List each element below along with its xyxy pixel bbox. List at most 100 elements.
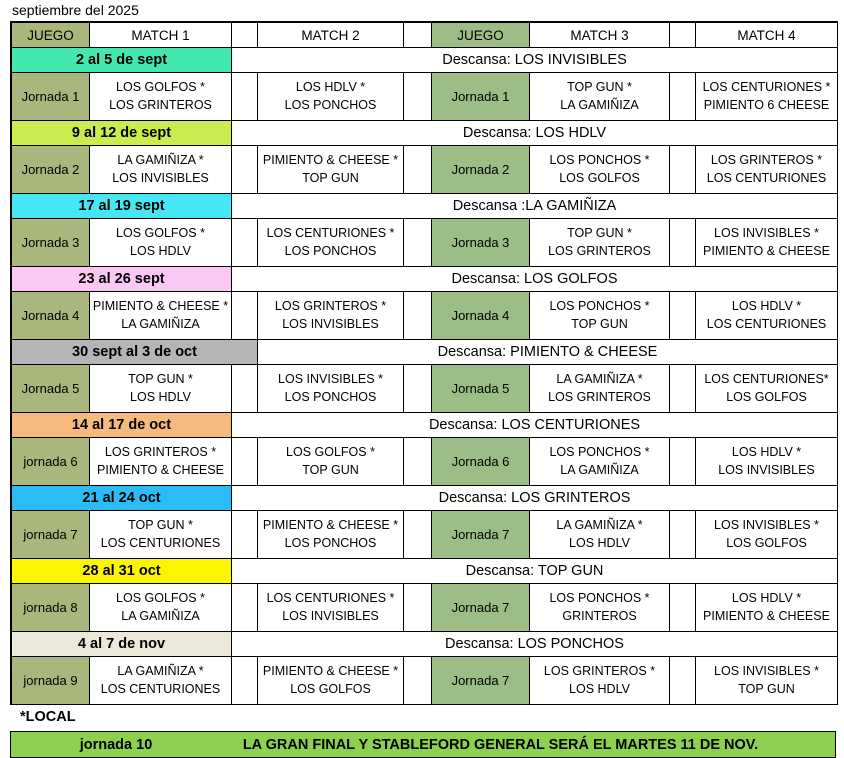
- match4-week7[interactable]: LOS INVISIBLES * LOS GOLFOS: [696, 511, 838, 559]
- jornada-label-left-week9[interactable]: jornada 9: [12, 657, 90, 705]
- header-juego-left[interactable]: JUEGO: [12, 23, 90, 48]
- jornada-label-left-week1[interactable]: Jornada 1: [12, 73, 90, 121]
- match4-week3[interactable]: LOS INVISIBLES * PIMIENTO & CHEESE: [696, 219, 838, 267]
- date-range-week7[interactable]: 21 al 24 oct: [12, 486, 232, 511]
- date-range-week8[interactable]: 28 al 31 oct: [12, 559, 232, 584]
- descansa-week8[interactable]: Descansa: TOP GUN: [232, 559, 838, 584]
- descansa-week5[interactable]: Descansa: PIMIENTO & CHEESE: [258, 340, 838, 365]
- separator-cell[interactable]: [404, 146, 432, 194]
- separator-cell[interactable]: [670, 657, 696, 705]
- match3-week6[interactable]: LOS PONCHOS * LA GAMIÑIZA: [530, 438, 670, 486]
- date-range-week2[interactable]: 9 al 12 de sept: [12, 121, 232, 146]
- match1-week3[interactable]: LOS GOLFOS * LOS HDLV: [90, 219, 232, 267]
- header-separator-3[interactable]: [670, 23, 696, 48]
- match4-week4[interactable]: LOS HDLV * LOS CENTURIONES: [696, 292, 838, 340]
- jornada-label-right-week9[interactable]: Jornada 7: [432, 657, 530, 705]
- header-separator-1[interactable]: [232, 23, 258, 48]
- separator-cell[interactable]: [404, 511, 432, 559]
- header-match2[interactable]: MATCH 2: [258, 23, 404, 48]
- match1-week2[interactable]: LA GAMIÑIZA * LOS INVISIBLES: [90, 146, 232, 194]
- descansa-week2[interactable]: Descansa: LOS HDLV: [232, 121, 838, 146]
- match3-week1[interactable]: TOP GUN * LA GAMIÑIZA: [530, 73, 670, 121]
- separator-cell[interactable]: [232, 292, 258, 340]
- separator-cell[interactable]: [670, 292, 696, 340]
- header-match1[interactable]: MATCH 1: [90, 23, 232, 48]
- separator-cell[interactable]: [232, 73, 258, 121]
- match2-week7[interactable]: PIMIENTO & CHEESE * LOS PONCHOS: [258, 511, 404, 559]
- match4-week2[interactable]: LOS GRINTEROS * LOS CENTURIONES: [696, 146, 838, 194]
- header-separator-2[interactable]: [404, 23, 432, 48]
- separator-cell[interactable]: [232, 438, 258, 486]
- separator-cell[interactable]: [670, 511, 696, 559]
- jornada-label-right-week6[interactable]: Jornada 6: [432, 438, 530, 486]
- descansa-week6[interactable]: Descansa: LOS CENTURIONES: [232, 413, 838, 438]
- jornada-label-left-week2[interactable]: Jornada 2: [12, 146, 90, 194]
- descansa-week1[interactable]: Descansa: LOS INVISIBLES: [232, 48, 838, 73]
- separator-cell[interactable]: [670, 365, 696, 413]
- separator-cell[interactable]: [232, 511, 258, 559]
- jornada-label-right-week8[interactable]: Jornada 7: [432, 584, 530, 632]
- header-juego-right[interactable]: JUEGO: [432, 23, 530, 48]
- separator-cell[interactable]: [232, 219, 258, 267]
- match3-week4[interactable]: LOS PONCHOS * TOP GUN: [530, 292, 670, 340]
- separator-cell[interactable]: [670, 438, 696, 486]
- match1-week5[interactable]: TOP GUN * LOS HDLV: [90, 365, 232, 413]
- separator-cell[interactable]: [670, 219, 696, 267]
- match3-week8[interactable]: LOS PONCHOS * GRINTEROS: [530, 584, 670, 632]
- header-match3[interactable]: MATCH 3: [530, 23, 670, 48]
- jornada-label-right-week3[interactable]: Jornada 3: [432, 219, 530, 267]
- date-range-week4[interactable]: 23 al 26 sept: [12, 267, 232, 292]
- descansa-week3[interactable]: Descansa :LA GAMIÑIZA: [232, 194, 838, 219]
- jornada-label-right-week7[interactable]: Jornada 7: [432, 511, 530, 559]
- separator-cell[interactable]: [670, 146, 696, 194]
- jornada-label-right-week2[interactable]: Jornada 2: [432, 146, 530, 194]
- match1-week9[interactable]: LA GAMIÑIZA * LOS CENTURIONES: [90, 657, 232, 705]
- match1-week7[interactable]: TOP GUN * LOS CENTURIONES: [90, 511, 232, 559]
- jornada-label-left-week5[interactable]: Jornada 5: [12, 365, 90, 413]
- final-banner[interactable]: jornada 10 LA GRAN FINAL Y STABLEFORD GE…: [10, 731, 836, 758]
- date-range-week3[interactable]: 17 al 19 sept: [12, 194, 232, 219]
- descansa-week7[interactable]: Descansa: LOS GRINTEROS: [232, 486, 838, 511]
- match2-week9[interactable]: PIMIENTO & CHEESE * LOS GOLFOS: [258, 657, 404, 705]
- descansa-week9[interactable]: Descansa: LOS PONCHOS: [232, 632, 838, 657]
- match1-week6[interactable]: LOS GRINTEROS * PIMIENTO & CHEESE: [90, 438, 232, 486]
- match2-week5[interactable]: LOS INVISIBLES * LOS PONCHOS: [258, 365, 404, 413]
- match2-week3[interactable]: LOS CENTURIONES * LOS PONCHOS: [258, 219, 404, 267]
- jornada-label-left-week4[interactable]: Jornada 4: [12, 292, 90, 340]
- separator-cell[interactable]: [404, 292, 432, 340]
- jornada-label-right-week4[interactable]: Jornada 4: [432, 292, 530, 340]
- separator-cell[interactable]: [404, 219, 432, 267]
- jornada-label-left-week6[interactable]: jornada 6: [12, 438, 90, 486]
- descansa-week4[interactable]: Descansa: LOS GOLFOS: [232, 267, 838, 292]
- match4-week9[interactable]: LOS INVISIBLES * TOP GUN: [696, 657, 838, 705]
- match1-week1[interactable]: LOS GOLFOS * LOS GRINTEROS: [90, 73, 232, 121]
- separator-cell[interactable]: [404, 584, 432, 632]
- separator-cell[interactable]: [232, 584, 258, 632]
- date-range-week1[interactable]: 2 al 5 de sept: [12, 48, 232, 73]
- jornada-label-right-week1[interactable]: Jornada 1: [432, 73, 530, 121]
- header-match4[interactable]: MATCH 4: [696, 23, 838, 48]
- match3-week7[interactable]: LA GAMIÑIZA * LOS HDLV: [530, 511, 670, 559]
- match4-week6[interactable]: LOS HDLV * LOS INVISIBLES: [696, 438, 838, 486]
- match4-week8[interactable]: LOS HDLV * PIMIENTO & CHEESE: [696, 584, 838, 632]
- separator-cell[interactable]: [232, 365, 258, 413]
- date-range-week9[interactable]: 4 al 7 de nov: [12, 632, 232, 657]
- match2-week4[interactable]: LOS GRINTEROS * LOS INVISIBLES: [258, 292, 404, 340]
- match2-week2[interactable]: PIMIENTO & CHEESE * TOP GUN: [258, 146, 404, 194]
- match4-week1[interactable]: LOS CENTURIONES * PIMIENTO 6 CHEESE: [696, 73, 838, 121]
- match2-week1[interactable]: LOS HDLV * LOS PONCHOS: [258, 73, 404, 121]
- jornada-label-left-week7[interactable]: jornada 7: [12, 511, 90, 559]
- match2-week6[interactable]: LOS GOLFOS * TOP GUN: [258, 438, 404, 486]
- match4-week5[interactable]: LOS CENTURIONES* LOS GOLFOS: [696, 365, 838, 413]
- match3-week9[interactable]: LOS GRINTEROS * LOS HDLV: [530, 657, 670, 705]
- match1-week8[interactable]: LOS GOLFOS * LA GAMIÑIZA: [90, 584, 232, 632]
- jornada-label-right-week5[interactable]: Jornada 5: [432, 365, 530, 413]
- separator-cell[interactable]: [404, 365, 432, 413]
- date-range-week5[interactable]: 30 sept al 3 de oct: [12, 340, 258, 365]
- jornada-label-left-week8[interactable]: jornada 8: [12, 584, 90, 632]
- match3-week5[interactable]: LA GAMIÑIZA * LOS GRINTEROS: [530, 365, 670, 413]
- match1-week4[interactable]: PIMIENTO & CHEESE * LA GAMIÑIZA: [90, 292, 232, 340]
- separator-cell[interactable]: [404, 657, 432, 705]
- separator-cell[interactable]: [670, 584, 696, 632]
- match3-week3[interactable]: TOP GUN * LOS GRINTEROS: [530, 219, 670, 267]
